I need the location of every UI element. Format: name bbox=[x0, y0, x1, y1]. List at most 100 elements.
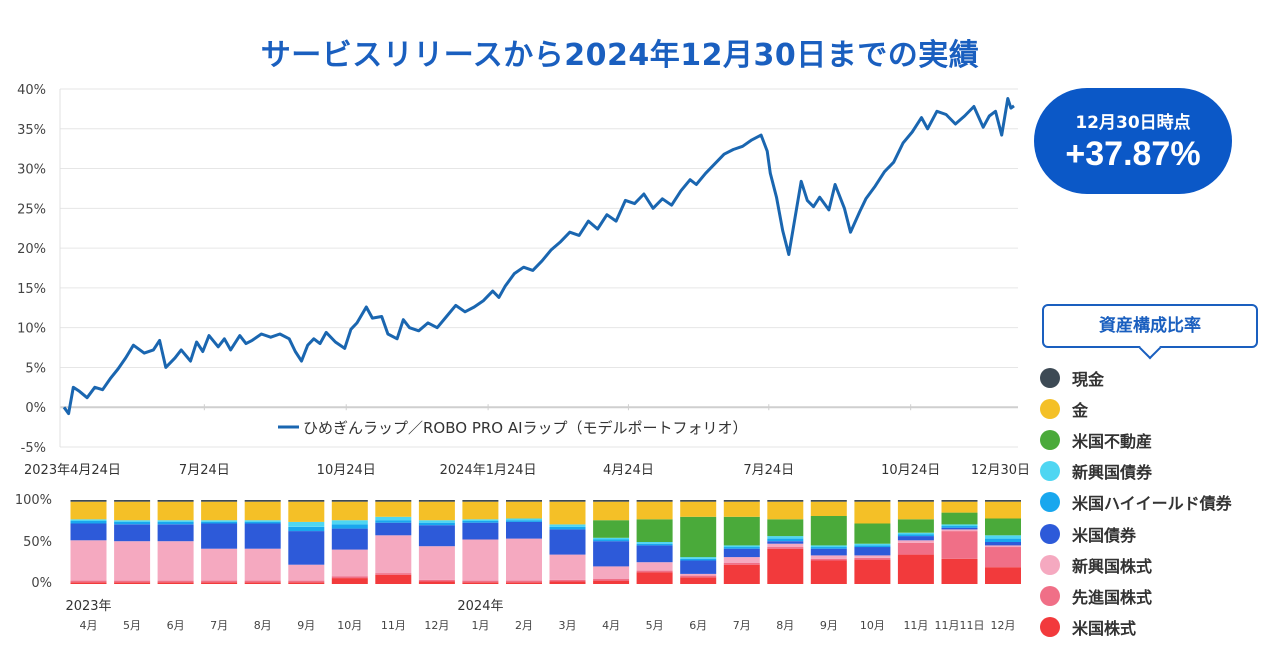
x-tick-label: 2023年4月24日 bbox=[24, 463, 121, 478]
bar-segment bbox=[418, 500, 455, 502]
legend-title-text: 資産構成比率 bbox=[1099, 316, 1201, 336]
bar-segment bbox=[810, 545, 847, 548]
bar-segment bbox=[854, 523, 891, 544]
bar-segment bbox=[854, 555, 891, 558]
bar-segment bbox=[462, 539, 499, 581]
bar-segment bbox=[767, 538, 804, 542]
performance-line bbox=[62, 97, 1015, 416]
bar-segment bbox=[331, 520, 368, 525]
current-return-badge: 12月30日時点 +37.87% bbox=[1034, 88, 1232, 194]
bar-segment bbox=[636, 545, 673, 563]
bar-segment bbox=[201, 582, 238, 584]
bar-segment bbox=[897, 501, 934, 520]
bar-segment bbox=[70, 519, 107, 521]
bar-segment bbox=[288, 501, 325, 522]
bar-segment bbox=[157, 580, 194, 583]
bar-segment bbox=[593, 501, 630, 521]
bar-segment bbox=[244, 580, 281, 583]
bar-segment bbox=[331, 501, 368, 521]
bar-segment bbox=[201, 500, 238, 502]
bar-x-tick-label: 8月 bbox=[254, 619, 272, 632]
legend-item: 米国債券 bbox=[1040, 518, 1232, 549]
bar-segment bbox=[331, 578, 368, 584]
bar-segment bbox=[680, 501, 717, 517]
bar-segment bbox=[636, 572, 673, 584]
bar-segment bbox=[636, 570, 673, 573]
line-y-axis: -5% 0% 5% 10% 15% 20% 25% 30% 35% 40% bbox=[17, 83, 46, 456]
bar-segment bbox=[854, 545, 891, 548]
y-tick-label: 10% bbox=[17, 322, 46, 337]
x-tick-label: 2024年1月24日 bbox=[440, 463, 537, 478]
bar-segment bbox=[375, 522, 412, 536]
bar-segment bbox=[941, 524, 978, 527]
legend-label: 米国株式 bbox=[1072, 619, 1137, 639]
bar-segment bbox=[418, 546, 455, 580]
bar-segment bbox=[593, 566, 630, 579]
bar-segment bbox=[767, 501, 804, 520]
bar-segment bbox=[897, 532, 934, 535]
bar-segment bbox=[767, 519, 804, 537]
x-tick-label: 12月30日 bbox=[971, 463, 1030, 478]
bar-segment bbox=[244, 501, 281, 521]
bar-segment bbox=[941, 501, 978, 513]
bar-segment bbox=[549, 526, 586, 530]
bar-segment bbox=[244, 582, 281, 584]
bar-segment bbox=[723, 563, 760, 565]
y-tick-label: 25% bbox=[17, 202, 46, 217]
bar-segment bbox=[114, 501, 151, 521]
allocation-legend-title: 資産構成比率 bbox=[1042, 304, 1258, 360]
bar-segment bbox=[462, 521, 499, 523]
bar-segment bbox=[201, 520, 238, 522]
bar-segment bbox=[549, 524, 586, 527]
x-tick-label: 7月24日 bbox=[743, 463, 794, 478]
bar-x-tick-label: 9月 bbox=[820, 619, 838, 632]
bar-segment bbox=[810, 548, 847, 556]
legend-item: 新興国債券 bbox=[1040, 456, 1232, 487]
bar-segment bbox=[70, 521, 107, 524]
legend-color-dot bbox=[1040, 461, 1060, 482]
bar-segment bbox=[201, 548, 238, 581]
line-legend: ひめぎんラップ／ROBO PRO AIラップ（モデルポートフォリオ） bbox=[278, 419, 748, 437]
bar-segment bbox=[680, 500, 717, 502]
x-tick-label: 4月24日 bbox=[603, 463, 654, 478]
bar-segment bbox=[897, 500, 934, 502]
bar-segment bbox=[114, 524, 151, 542]
bar-x-tick-label: 12月 bbox=[424, 619, 449, 632]
bar-segment bbox=[767, 548, 804, 584]
bar-segment bbox=[897, 540, 934, 543]
bar-segment bbox=[723, 500, 760, 502]
bar-segment bbox=[985, 545, 1021, 548]
bar-year-label: 2024年 bbox=[457, 599, 503, 614]
bar-segment bbox=[593, 541, 630, 567]
y-tick-label: 35% bbox=[17, 123, 46, 138]
bar-segment bbox=[288, 526, 325, 532]
legend-label: 米国ハイイールド債券 bbox=[1072, 494, 1232, 514]
bar-segment bbox=[941, 531, 978, 559]
bar-segment bbox=[506, 501, 542, 519]
bar-segment bbox=[506, 580, 542, 583]
legend-label: 米国債券 bbox=[1072, 525, 1137, 545]
legend-color-dot bbox=[1040, 398, 1060, 419]
bar-segment bbox=[897, 534, 934, 537]
bar-segment bbox=[288, 580, 325, 583]
bar-segment bbox=[418, 579, 455, 582]
bar-segment bbox=[462, 500, 499, 502]
bar-segment bbox=[810, 500, 847, 502]
bar-x-tick-label: 10月 bbox=[860, 619, 885, 632]
bar-segment bbox=[767, 543, 804, 548]
bar-segment bbox=[985, 538, 1021, 542]
bar-segment bbox=[680, 560, 717, 574]
legend-item: 米国株式 bbox=[1040, 612, 1232, 643]
bar-segment bbox=[723, 516, 760, 546]
bar-segment bbox=[462, 582, 499, 584]
bar-segment bbox=[331, 524, 368, 529]
bar-x-tick-label: 6月 bbox=[689, 619, 707, 632]
bar-segment bbox=[418, 525, 455, 547]
bar-segment bbox=[941, 558, 978, 584]
bar-segment bbox=[244, 521, 281, 524]
bar-segment bbox=[636, 519, 673, 542]
bar-segment bbox=[680, 557, 717, 559]
y-tick-label: 40% bbox=[17, 83, 46, 98]
bar-segment bbox=[636, 542, 673, 544]
bar-segment bbox=[985, 501, 1021, 519]
